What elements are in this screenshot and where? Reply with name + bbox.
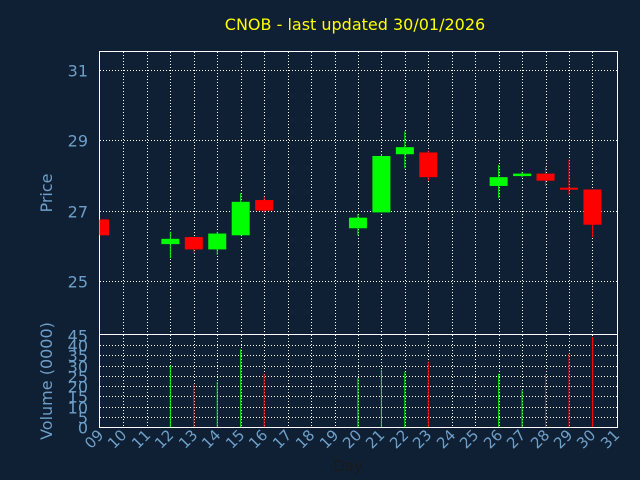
candle-body bbox=[560, 187, 578, 190]
volume-axis-label: Volume (0000) bbox=[37, 322, 56, 440]
candle bbox=[231, 193, 250, 236]
chart-title: CNOB - last updated 30/01/2026 bbox=[225, 15, 485, 34]
price-tick-label: 31 bbox=[68, 62, 88, 81]
x-tick-label: 10 bbox=[104, 426, 130, 452]
candle-body bbox=[372, 155, 391, 213]
candle-body bbox=[419, 152, 438, 178]
candle-body bbox=[583, 189, 602, 225]
candle bbox=[513, 171, 532, 178]
candle-body bbox=[255, 200, 274, 211]
volume-tick-label: 45 bbox=[68, 327, 88, 346]
candle-body bbox=[489, 177, 508, 186]
candle bbox=[583, 189, 602, 238]
candle bbox=[372, 154, 391, 213]
price-tick-label: 29 bbox=[68, 132, 88, 151]
candle-body bbox=[208, 233, 227, 250]
candle-body bbox=[395, 147, 414, 155]
candle bbox=[419, 150, 438, 181]
x-axis-label: Day bbox=[333, 457, 363, 475]
candle-body bbox=[231, 201, 250, 236]
price-axis-label: Price bbox=[37, 173, 56, 212]
volume-tick-label: 35 bbox=[68, 347, 88, 366]
volume-tick-label: 25 bbox=[68, 368, 88, 387]
candle-body bbox=[184, 237, 203, 250]
candle-body bbox=[100, 219, 109, 236]
candle-body bbox=[348, 217, 367, 229]
x-tick-label: 16 bbox=[245, 426, 271, 452]
price-grid bbox=[100, 52, 617, 334]
candle bbox=[560, 159, 578, 195]
price-tick-label: 25 bbox=[68, 273, 88, 292]
x-tick-label: 30 bbox=[573, 426, 599, 452]
candle bbox=[395, 131, 414, 169]
candle bbox=[489, 164, 508, 199]
candle bbox=[99, 219, 109, 236]
x-tick-label: 21 bbox=[362, 426, 388, 452]
volume-tick-label: 20 bbox=[68, 378, 88, 397]
volume-tick-label: 10 bbox=[68, 399, 88, 418]
volume-tick-label: 5 bbox=[78, 409, 88, 428]
candles bbox=[99, 131, 602, 259]
x-tick-label: 14 bbox=[198, 426, 224, 452]
candle bbox=[348, 214, 367, 236]
x-tick-label: 12 bbox=[151, 426, 177, 452]
volume-panel-frame bbox=[99, 334, 618, 428]
volume-bars bbox=[169, 337, 593, 427]
candle-body bbox=[513, 173, 532, 177]
volume-tick-label: 30 bbox=[68, 358, 88, 377]
candle bbox=[184, 237, 203, 253]
volume-tick-label: 40 bbox=[68, 337, 88, 356]
x-ticks: 0910111213141516171819202122232425262728… bbox=[81, 426, 623, 452]
x-tick-label: 31 bbox=[597, 426, 623, 452]
x-tick-label: 27 bbox=[503, 426, 529, 452]
price-y-ticks: 25 27 29 31 bbox=[68, 62, 88, 292]
price-tick-label: 27 bbox=[68, 203, 88, 222]
x-tick-label: 25 bbox=[456, 426, 482, 452]
x-tick-label: 18 bbox=[292, 426, 318, 452]
candle-body bbox=[161, 238, 180, 245]
candle bbox=[536, 166, 555, 186]
volume-tick-label: 15 bbox=[68, 388, 88, 407]
candle-body bbox=[536, 173, 555, 181]
x-tick-label: 23 bbox=[409, 426, 435, 452]
volume-grid bbox=[100, 335, 617, 427]
candle bbox=[255, 196, 274, 213]
candle bbox=[161, 231, 180, 259]
volume-tick-label: 0 bbox=[78, 419, 88, 438]
candle bbox=[208, 231, 227, 255]
